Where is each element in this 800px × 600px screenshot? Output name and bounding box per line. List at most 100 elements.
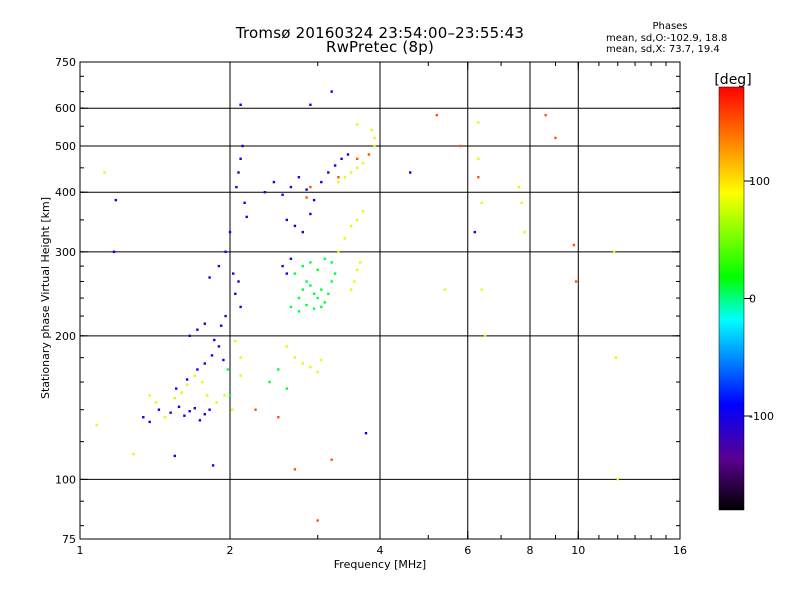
data-point [301,288,304,291]
colorbar-tick-label: -100 [749,410,774,423]
data-point [289,257,293,260]
data-point [309,212,312,216]
y-tick-label: 400 [55,186,76,199]
data-point [235,185,238,189]
data-point [544,114,547,117]
data-point [226,368,229,371]
data-point [409,171,412,174]
data-point [312,292,316,295]
x-tick-label: 8 [527,544,534,557]
data-point [305,188,308,191]
data-point [293,356,297,359]
data-point [370,128,373,132]
y-tick-label: 200 [55,330,76,343]
data-point [203,322,206,325]
data-point [480,288,483,291]
data-point [301,362,304,365]
data-point [268,380,271,384]
data-point [281,264,284,268]
data-point [203,362,206,365]
data-point [239,374,242,377]
data-point [309,284,312,287]
data-point [297,310,301,313]
data-point [316,268,319,271]
data-point [301,230,304,234]
data-point [245,215,248,219]
data-point [263,191,267,194]
data-point [435,114,438,117]
data-point [554,136,557,140]
data-point [356,123,359,126]
data-point [301,264,304,268]
data-point [523,230,526,234]
data-point [305,280,308,283]
data-point [206,394,209,397]
data-point [239,157,242,160]
colorbar-label: [deg] [714,72,751,88]
data-point [337,176,340,179]
data-point [196,368,199,371]
data-point [185,383,189,386]
data-point [473,230,476,234]
x-tick-label: 16 [673,544,687,557]
data-point [177,405,181,408]
data-point [228,230,232,234]
data-point [231,408,234,411]
data-point [330,90,333,93]
data-point [356,157,359,160]
data-point [237,171,240,174]
data-point [180,391,183,394]
data-point [237,280,240,283]
data-point [330,261,333,264]
data-point [574,280,578,283]
data-point [309,261,312,264]
data-point [320,358,323,362]
data-point [316,370,319,374]
data-point [316,296,319,300]
data-point [612,250,616,253]
data-point [483,334,487,337]
phases-x-stats: mean, sd,X: 73.7, 19.4 [606,44,720,55]
data-point [343,237,346,240]
data-point [217,264,221,268]
data-point [373,144,376,148]
data-point [616,478,619,481]
data-point [228,394,232,397]
data-point [285,387,288,390]
data-point [297,296,301,300]
data-point [213,338,216,342]
data-point [309,185,312,189]
data-point [320,180,323,184]
data-point [293,468,297,471]
x-tick-label: 10 [571,544,585,557]
colorbar-tick-label: 100 [749,175,770,188]
data-point [356,268,359,271]
data-point [173,397,176,400]
data-point [349,288,353,291]
x-tick-label: 6 [464,544,471,557]
phases-o-stats: mean, sd,O:-102.9, 18.8 [606,33,728,44]
x-tick-label: 2 [227,544,234,557]
data-point [305,196,308,199]
x-tick-label: 4 [377,544,384,557]
data-point [323,257,326,260]
data-point [234,339,237,343]
chart-title: Tromsø 20160324 23:54:00–23:55:43 [235,24,525,42]
data-point [239,305,242,309]
data-point [477,121,480,124]
data-point [330,458,333,461]
data-point [157,408,161,411]
y-tick-label: 100 [55,473,76,486]
data-point [312,307,316,310]
data-point [297,176,301,179]
data-point [572,243,576,247]
data-point [337,180,340,184]
data-point [224,314,227,318]
data-point [142,416,145,419]
data-point [349,171,353,174]
x-tick-label: 1 [77,544,84,557]
data-point [193,407,196,410]
data-point [327,171,330,174]
